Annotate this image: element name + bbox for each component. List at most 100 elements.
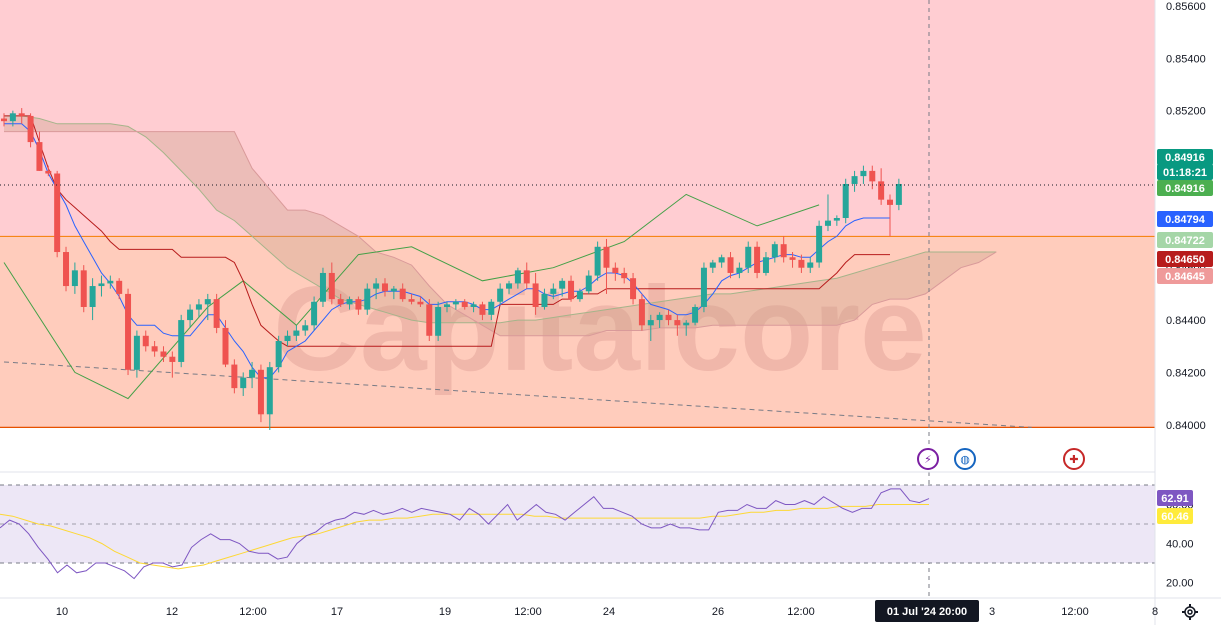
svg-text:0.84645: 0.84645 [1165, 271, 1205, 283]
candle-body [488, 301, 495, 315]
candle-body [568, 280, 575, 300]
candle [621, 267, 628, 284]
candle-body [195, 304, 202, 310]
candle [80, 265, 87, 313]
candle [346, 296, 353, 310]
lagging-span-line [3, 193, 820, 400]
candle [851, 170, 858, 192]
candle [514, 267, 521, 289]
candle-body [807, 262, 814, 268]
ichimoku-cloud [4, 115, 997, 336]
candle [470, 301, 477, 313]
candle [1, 113, 7, 127]
candle [585, 270, 592, 294]
settings-gear-icon[interactable] [1181, 603, 1199, 621]
candle [319, 267, 326, 307]
time-tick-label: 10 [56, 606, 68, 618]
candle-body [497, 288, 504, 302]
candle-body [824, 220, 831, 226]
cloud-span-b [4, 131, 997, 337]
kijun-line [4, 115, 890, 347]
candle [89, 278, 96, 321]
cloud-span-a [4, 115, 997, 324]
candle-body [754, 246, 761, 273]
candle [63, 246, 70, 292]
price-tag: 0.84645 [1157, 268, 1213, 284]
candle-body [656, 314, 663, 321]
uk-flag-event-icon[interactable]: ✚ [1063, 448, 1085, 470]
candle-body [426, 304, 433, 336]
candle-body [328, 272, 335, 300]
candle-body [1, 118, 7, 122]
candle [435, 301, 442, 342]
lightning-event-icon[interactable]: ⚡ [917, 448, 939, 470]
candle-body [160, 351, 167, 357]
candle-body [630, 278, 637, 300]
candle-body [107, 280, 114, 284]
candle-body [266, 367, 273, 415]
candle [293, 325, 300, 342]
candle [116, 278, 123, 300]
candle [506, 280, 513, 294]
candle [807, 257, 814, 273]
candle-body [311, 301, 318, 326]
candle-body [887, 199, 893, 205]
candle-body [762, 257, 769, 273]
candle-body [506, 283, 513, 289]
candle [195, 299, 202, 318]
globe-event-icon[interactable]: ◍ [954, 448, 976, 470]
candle-body [36, 142, 43, 171]
candle-body [319, 272, 326, 302]
candle [178, 314, 185, 368]
candle [683, 320, 690, 336]
candle [284, 330, 291, 347]
candle [231, 359, 238, 394]
candle [594, 241, 601, 281]
candle [302, 320, 309, 336]
candle [381, 278, 388, 297]
candle [878, 168, 885, 205]
candle-body [470, 304, 477, 307]
rsi-tag: 60.46 [1157, 508, 1193, 524]
candle-body [27, 115, 34, 143]
candle [54, 170, 61, 258]
rsi-tick-label: 20.00 [1166, 578, 1194, 590]
candle-body [550, 288, 557, 294]
candle [133, 330, 140, 378]
candle [842, 178, 849, 224]
candle-body [204, 299, 211, 305]
candle-body [222, 327, 229, 365]
candle-body [18, 113, 25, 116]
candle-body [869, 170, 876, 182]
candle [461, 299, 468, 310]
candle-body [408, 299, 415, 302]
svg-text:62.91: 62.91 [1161, 493, 1189, 505]
svg-text:0.84916: 0.84916 [1165, 183, 1205, 195]
candle-body [452, 301, 459, 305]
time-tick-label: 12 [166, 606, 178, 618]
candle-body [399, 288, 406, 300]
candle [257, 364, 264, 423]
candle-body [417, 301, 424, 305]
price-tag: 0.84916 [1157, 180, 1213, 196]
candle-body [718, 257, 725, 263]
candle [355, 296, 362, 315]
candle [736, 262, 743, 279]
candle [417, 296, 424, 307]
candle [444, 301, 450, 313]
time-tick-label: 3 [989, 606, 995, 618]
candle-body [178, 320, 185, 362]
candle [36, 131, 43, 171]
candle-body [302, 325, 309, 331]
candle [780, 236, 787, 263]
candle-body [98, 283, 105, 287]
candle-body [364, 288, 371, 310]
svg-text:0.84722: 0.84722 [1165, 235, 1205, 247]
candle-body [373, 283, 380, 289]
candle [266, 361, 273, 430]
candle-body [89, 286, 96, 307]
candle [816, 220, 823, 268]
candle-body [275, 341, 282, 368]
candle [488, 299, 495, 321]
